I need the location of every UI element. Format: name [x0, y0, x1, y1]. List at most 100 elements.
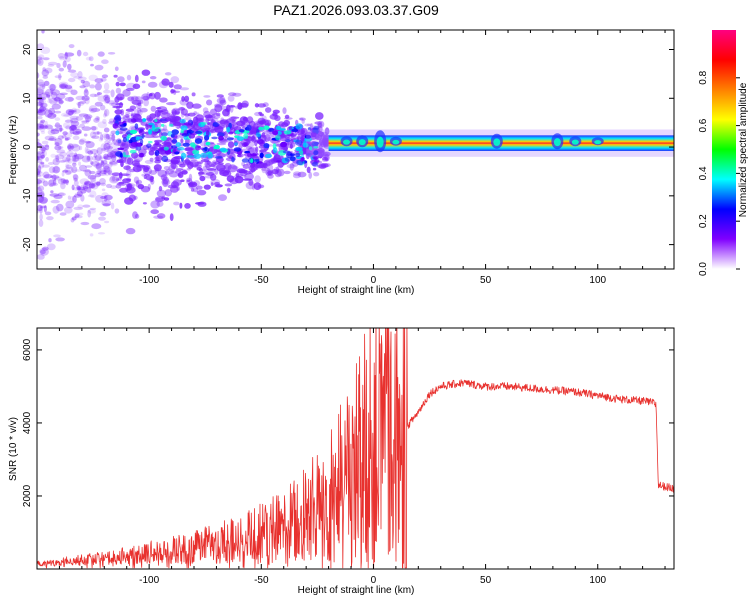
spectrogram-speckle	[317, 164, 327, 169]
spectrogram-speckle	[41, 164, 50, 168]
spectrogram-speckle	[88, 56, 94, 62]
spectrogram-speckle	[324, 153, 330, 162]
spectrogram-speckle	[89, 93, 97, 98]
spectrogram-speckle	[38, 162, 45, 169]
spectrogram-ridge-bump-core	[358, 139, 366, 146]
spectrogram-speckle	[149, 146, 159, 152]
spectrogram-speckle	[184, 147, 193, 152]
spectrogram-speckle	[62, 156, 68, 162]
spectrogram-speckle	[52, 205, 60, 214]
spectrogram-speckle	[197, 136, 204, 139]
spectrogram-speckle	[80, 79, 85, 84]
spectrogram-speckle	[192, 187, 199, 193]
spectrogram-speckle	[259, 149, 267, 153]
spectrogram-speckle	[184, 203, 191, 209]
spectrogram-core-blob	[307, 127, 311, 131]
spectrogram-speckle	[305, 130, 312, 135]
spectrogram-speckle	[59, 92, 68, 96]
spectrogram-speckle	[165, 168, 175, 175]
spectrogram-speckle	[103, 168, 111, 177]
spectrogram-speckle	[165, 137, 172, 141]
spectrogram-core-blob	[161, 155, 169, 162]
spectrogram-speckle	[169, 213, 174, 222]
snr-frame	[36, 327, 675, 570]
spectrogram-speckle	[116, 106, 120, 110]
spectrogram-speckle	[93, 117, 100, 123]
spectrogram-speckle	[68, 144, 72, 152]
spectrogram-speckle	[120, 160, 124, 168]
spectrogram-speckle	[289, 162, 294, 171]
spectrogram-speckle	[162, 179, 169, 188]
spectrogram-speckle	[107, 135, 115, 140]
spectrogram-speckle	[37, 85, 46, 89]
spectrogram-speckle	[61, 112, 71, 118]
spectrogram-speckle	[46, 243, 56, 251]
spectrogram-speckle	[71, 165, 78, 174]
spectrogram-speckle	[81, 155, 91, 163]
spectrogram-speckle	[45, 88, 53, 97]
spectrogram-speckle	[37, 110, 44, 116]
spectrogram-speckle	[106, 167, 112, 175]
spectrogram-speckle	[49, 193, 60, 197]
spectrogram-speckle	[202, 166, 208, 171]
spectrogram-speckle	[267, 173, 274, 179]
spectrogram-speckle	[197, 201, 207, 207]
spectrogram-core-blob	[268, 127, 275, 132]
spectrogram-speckle	[96, 181, 101, 186]
spectrogram-speckle	[49, 84, 56, 92]
spectrogram-speckle	[64, 132, 73, 138]
spectrogram-core-blob	[219, 147, 227, 152]
spectrogram-speckle	[103, 195, 108, 202]
spectrogram-speckle	[292, 173, 301, 179]
spectrogram-speckle	[164, 189, 172, 197]
spectrogram-speckle	[67, 145, 72, 150]
spectrogram-speckle	[73, 108, 81, 114]
spectrogram-core-blob	[206, 130, 210, 137]
spectrogram-speckle	[74, 215, 83, 219]
spectrogram-ridge-bump-core	[343, 139, 351, 145]
spectrogram-speckle	[186, 101, 194, 109]
spectrogram-core-blob	[284, 156, 292, 162]
spectrogram-speckle	[52, 158, 60, 166]
spectrogram-speckle	[224, 162, 232, 171]
spectrogram-speckle	[54, 117, 61, 121]
spectrogram-speckle	[102, 118, 107, 125]
spectrogram-core-blob	[180, 152, 187, 159]
spectrogram-speckle	[65, 179, 69, 186]
spectrogram-speckle	[144, 134, 155, 139]
spectrogram-x-tick-label: 50	[480, 275, 492, 286]
spectrogram-speckle	[264, 119, 272, 127]
spectrogram-speckle	[205, 117, 210, 123]
spectrogram-speckle	[274, 169, 282, 178]
spectrogram-core-blob	[272, 130, 279, 135]
spectrogram-core-blob	[172, 149, 177, 153]
spectrogram-speckle	[91, 155, 97, 161]
spectrogram-speckle	[117, 177, 122, 181]
spectrogram-speckle	[64, 97, 75, 102]
spectrogram-speckle	[107, 152, 114, 158]
spectrogram-speckle	[257, 184, 265, 189]
spectrogram-speckle	[87, 155, 91, 161]
snr-x-label: Height of straight line (km)	[298, 585, 415, 596]
spectrogram-core-blob	[265, 153, 272, 159]
spectrogram-speckle	[37, 181, 40, 186]
spectrogram-speckle	[84, 169, 92, 177]
spectrogram-speckle	[106, 100, 116, 105]
spectrogram-speckle	[316, 150, 325, 158]
spectrogram-core-blob	[275, 135, 281, 141]
spectrogram-speckle	[41, 140, 49, 145]
spectrogram-speckle	[48, 166, 56, 174]
spectrogram-speckle	[91, 223, 102, 230]
spectrogram-speckle	[104, 194, 113, 201]
spectrogram-speckle	[74, 152, 78, 157]
spectrogram-speckle	[156, 200, 164, 207]
spectrogram-speckle	[70, 124, 80, 131]
spectrogram-speckle	[59, 212, 67, 216]
spectrogram-speckle	[110, 202, 115, 210]
spectrogram-core-blob	[177, 147, 185, 151]
spectrogram-speckle	[80, 221, 90, 226]
spectrogram-speckle	[115, 184, 122, 189]
spectrogram-speckle	[82, 183, 88, 192]
spectrogram-speckle	[144, 159, 154, 164]
spectrogram-core-blob	[142, 118, 147, 123]
